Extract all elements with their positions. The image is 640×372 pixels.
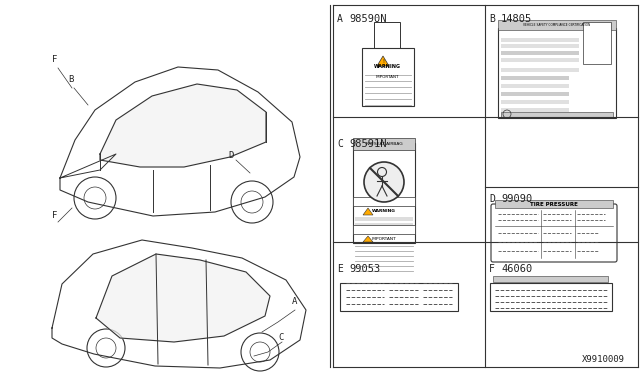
Text: NO SEAT AIRBAG: NO SEAT AIRBAG: [365, 142, 403, 146]
Bar: [374, 22, 400, 48]
Bar: [490, 283, 612, 311]
Bar: [355, 217, 413, 221]
Bar: [498, 28, 616, 118]
Text: 98590N: 98590N: [349, 14, 387, 24]
Text: VEHICLE SAFETY COMPLIANCE CERTIFICATION: VEHICLE SAFETY COMPLIANCE CERTIFICATION: [524, 23, 591, 27]
Bar: [501, 100, 569, 104]
Bar: [340, 283, 458, 311]
Text: C: C: [337, 139, 343, 149]
Polygon shape: [100, 84, 266, 167]
Text: E: E: [337, 264, 343, 274]
Text: D: D: [228, 151, 234, 160]
Bar: [353, 138, 415, 150]
Bar: [501, 68, 579, 72]
Text: TIRE PRESSURE: TIRE PRESSURE: [530, 202, 578, 206]
Text: A: A: [292, 297, 298, 306]
Bar: [353, 225, 415, 234]
Text: F: F: [52, 55, 58, 64]
Bar: [353, 197, 415, 206]
Text: 99090: 99090: [501, 194, 532, 204]
Bar: [493, 276, 608, 282]
Text: F: F: [52, 211, 58, 220]
Bar: [353, 143, 415, 243]
Text: WARNING: WARNING: [374, 64, 401, 69]
Text: X9910009: X9910009: [582, 355, 625, 364]
Bar: [495, 200, 613, 208]
Text: !: !: [382, 59, 384, 64]
Text: B: B: [489, 14, 495, 24]
Text: B: B: [68, 75, 74, 84]
Text: D: D: [489, 194, 495, 204]
Bar: [501, 108, 569, 112]
Bar: [501, 51, 579, 55]
Bar: [501, 76, 569, 80]
Bar: [501, 84, 569, 88]
Bar: [355, 223, 413, 227]
Text: F: F: [489, 264, 495, 274]
Text: 99053: 99053: [349, 264, 380, 274]
Text: 14805: 14805: [501, 14, 532, 24]
Bar: [501, 38, 579, 42]
Bar: [498, 20, 616, 30]
Polygon shape: [377, 56, 389, 66]
Bar: [501, 58, 579, 62]
Polygon shape: [96, 254, 270, 342]
Text: A: A: [337, 14, 343, 24]
Circle shape: [364, 162, 404, 202]
Polygon shape: [363, 236, 373, 242]
Text: C: C: [278, 333, 284, 342]
FancyBboxPatch shape: [491, 204, 617, 262]
Bar: [362, 48, 414, 106]
Bar: [501, 112, 613, 117]
Bar: [501, 92, 569, 96]
Bar: [355, 229, 413, 233]
Polygon shape: [363, 208, 373, 215]
Text: 98591N: 98591N: [349, 139, 387, 149]
Text: WARNING: WARNING: [372, 209, 396, 213]
Text: IMPORTANT: IMPORTANT: [372, 237, 396, 241]
Text: IMPORTANT: IMPORTANT: [375, 75, 399, 79]
Bar: [501, 44, 579, 48]
Bar: [583, 22, 611, 64]
Text: 46060: 46060: [501, 264, 532, 274]
